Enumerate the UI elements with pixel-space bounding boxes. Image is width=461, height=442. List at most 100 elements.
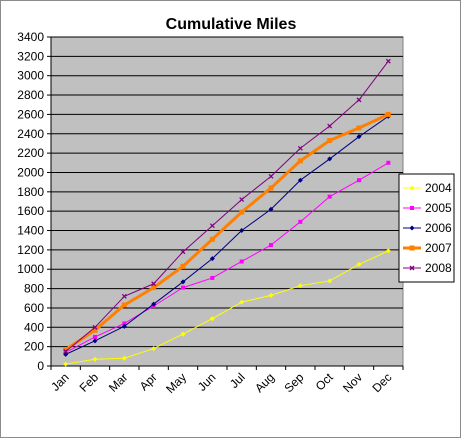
- data-point: [239, 299, 245, 305]
- y-tick-label: 3400: [17, 30, 44, 44]
- data-point: [239, 197, 245, 203]
- series-2008: [63, 58, 391, 354]
- data-point: [92, 338, 98, 344]
- data-point: [239, 228, 245, 234]
- legend: 2004 2005 2006 2007 2008: [398, 173, 455, 283]
- data-point: [409, 185, 415, 191]
- y-tick-label: 200: [24, 340, 44, 354]
- gridlines: [51, 36, 403, 348]
- data-point: [410, 206, 414, 210]
- data-point: [385, 248, 391, 254]
- data-point: [239, 259, 244, 264]
- series-2004: [63, 248, 391, 367]
- y-tick-label: 1000: [17, 262, 44, 276]
- data-point: [356, 134, 362, 140]
- data-point: [180, 331, 186, 337]
- data-point: [209, 316, 215, 322]
- data-point: [268, 206, 274, 212]
- data-point: [386, 160, 391, 165]
- y-tick-label: 3200: [17, 49, 44, 63]
- data-point: [327, 156, 333, 162]
- data-point: [239, 209, 245, 215]
- series-2007: [63, 111, 391, 353]
- x-tick-label: Sep: [281, 370, 306, 395]
- y-tick-label: 2600: [17, 107, 44, 121]
- series-layer: [63, 58, 391, 367]
- x-tick-label: Dec: [369, 370, 394, 395]
- data-point: [93, 334, 97, 339]
- legend-label: 2007: [425, 241, 452, 255]
- y-tick-label: 1600: [17, 204, 44, 218]
- data-point: [327, 278, 333, 284]
- y-tick-label: 800: [24, 282, 44, 296]
- data-point: [92, 324, 98, 330]
- data-point: [327, 194, 332, 199]
- y-tick-label: 1200: [17, 243, 44, 257]
- data-point: [268, 173, 274, 179]
- data-point: [209, 223, 215, 229]
- data-point: [385, 111, 391, 117]
- data-point: [356, 261, 362, 267]
- y-tick-label: 2400: [17, 127, 44, 141]
- data-point: [180, 249, 186, 255]
- data-point: [297, 145, 303, 151]
- data-point: [92, 356, 98, 362]
- data-point: [298, 219, 303, 224]
- data-point: [297, 283, 303, 289]
- data-point: [357, 178, 361, 183]
- data-point: [122, 321, 127, 326]
- data-point: [180, 263, 186, 269]
- series-line: [65, 115, 389, 355]
- data-point: [268, 185, 274, 191]
- series-line: [65, 250, 389, 365]
- y-tick-label: 1800: [17, 185, 44, 199]
- series-line: [65, 162, 389, 353]
- series-2006: [63, 113, 391, 357]
- x-tick-label: Jun: [195, 370, 219, 394]
- data-point: [121, 302, 127, 308]
- legend-item: 2008: [403, 261, 452, 275]
- x-tick-label: Jul: [227, 370, 248, 391]
- data-point: [385, 58, 391, 64]
- legend-item: 2005: [403, 201, 452, 215]
- x-tick-label: Feb: [77, 370, 102, 395]
- x-tick-label: May: [163, 370, 189, 396]
- legend-label: 2005: [425, 201, 452, 215]
- x-tick-label: Nov: [340, 370, 365, 395]
- y-tick-label: 2800: [17, 88, 44, 102]
- data-point: [327, 123, 333, 129]
- data-point: [63, 349, 69, 354]
- data-point: [356, 125, 362, 131]
- y-tick-label: 3000: [17, 69, 44, 83]
- data-point: [121, 355, 127, 361]
- data-point: [180, 279, 186, 285]
- data-point: [409, 225, 415, 231]
- legend-label: 2006: [425, 221, 452, 235]
- data-point: [151, 346, 157, 352]
- y-axis: 0 200 400 600 800 1000 1200 1400 1600 1800 2000 220…: [17, 30, 52, 373]
- data-point: [327, 138, 333, 144]
- legend-item: 2006: [403, 221, 452, 235]
- y-tick-label: 2000: [17, 165, 44, 179]
- chart-title: Cumulative Miles: [166, 16, 297, 33]
- data-point: [151, 301, 157, 307]
- x-tick-label: Aug: [252, 370, 277, 395]
- legend-label: 2008: [425, 261, 452, 275]
- data-point: [297, 177, 303, 183]
- data-point: [121, 323, 127, 329]
- data-point: [269, 243, 273, 248]
- legend-item: 2004: [403, 181, 452, 195]
- data-point: [63, 347, 69, 353]
- y-tick-label: 600: [24, 301, 44, 315]
- x-tick-label: Jan: [48, 370, 72, 394]
- y-tick-label: 1400: [17, 224, 44, 238]
- data-point: [181, 285, 185, 290]
- data-point: [151, 281, 157, 287]
- y-tick-label: 400: [24, 320, 44, 334]
- data-point: [409, 265, 415, 271]
- data-point: [409, 245, 415, 251]
- plot-area: [50, 36, 404, 367]
- data-point: [151, 285, 157, 291]
